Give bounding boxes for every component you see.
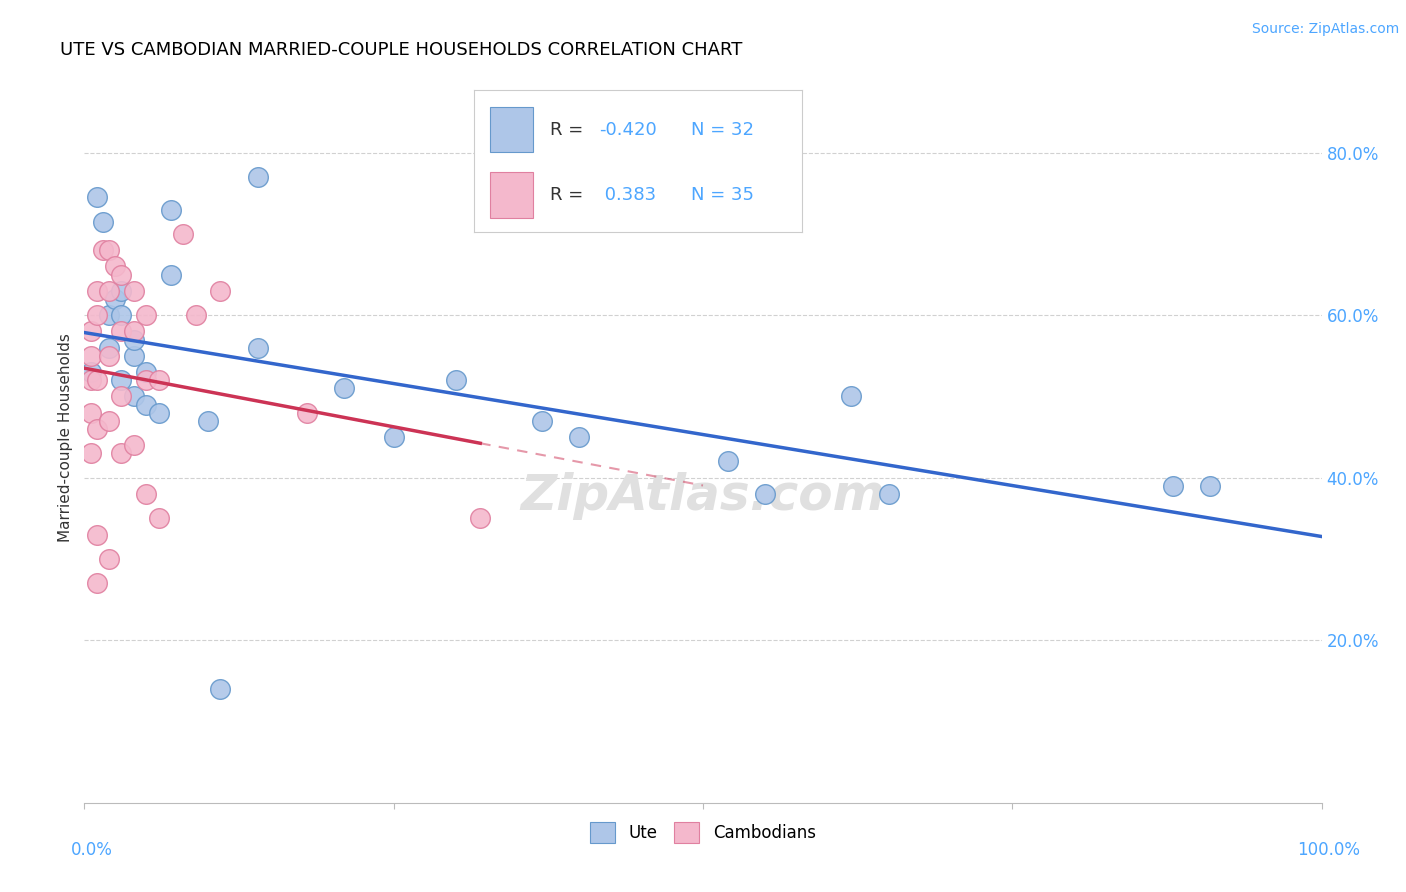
Point: [568, 430, 591, 444]
Point: [148, 511, 170, 525]
Point: [98, 308, 121, 322]
Point: [1199, 479, 1222, 493]
Point: [79, 446, 101, 460]
Point: [91, 215, 114, 229]
Point: [135, 365, 157, 379]
Point: [382, 430, 405, 444]
Point: [79, 325, 101, 339]
Point: [104, 292, 127, 306]
Point: [135, 373, 157, 387]
Point: [877, 487, 900, 501]
Point: [122, 389, 145, 403]
Point: [122, 325, 145, 339]
Point: [110, 389, 132, 403]
Point: [172, 227, 194, 241]
Point: [86, 190, 108, 204]
Y-axis label: Married-couple Households: Married-couple Households: [58, 333, 73, 541]
Point: [98, 284, 121, 298]
Text: 100.0%: 100.0%: [1298, 840, 1360, 858]
Point: [246, 169, 269, 184]
Point: [98, 341, 121, 355]
Point: [110, 373, 132, 387]
Point: [110, 268, 132, 282]
Point: [470, 511, 492, 525]
Point: [79, 349, 101, 363]
Text: UTE VS CAMBODIAN MARRIED-COUPLE HOUSEHOLDS CORRELATION CHART: UTE VS CAMBODIAN MARRIED-COUPLE HOUSEHOL…: [59, 41, 742, 59]
Point: [160, 202, 183, 217]
Point: [110, 284, 132, 298]
Point: [98, 243, 121, 257]
Point: [333, 381, 356, 395]
Point: [86, 373, 108, 387]
Point: [79, 365, 101, 379]
Point: [122, 284, 145, 298]
Point: [135, 398, 157, 412]
Point: [754, 487, 776, 501]
Point: [295, 406, 318, 420]
Point: [110, 308, 132, 322]
Point: [79, 406, 101, 420]
Point: [184, 308, 207, 322]
Point: [1161, 479, 1184, 493]
Point: [122, 438, 145, 452]
Point: [86, 284, 108, 298]
Point: [86, 576, 108, 591]
Point: [110, 446, 132, 460]
Point: [91, 243, 114, 257]
Point: [841, 389, 863, 403]
Point: [717, 454, 740, 468]
Point: [160, 268, 183, 282]
Point: [197, 414, 219, 428]
Point: [98, 349, 121, 363]
Legend: Ute, Cambodians: Ute, Cambodians: [583, 815, 823, 849]
Text: 0.0%: 0.0%: [70, 840, 112, 858]
Point: [209, 681, 232, 696]
Point: [79, 373, 101, 387]
Point: [148, 373, 170, 387]
Point: [122, 333, 145, 347]
Point: [135, 487, 157, 501]
Point: [246, 341, 269, 355]
Point: [86, 527, 108, 541]
Point: [122, 349, 145, 363]
Text: Source: ZipAtlas.com: Source: ZipAtlas.com: [1251, 22, 1399, 37]
Point: [104, 260, 127, 274]
Point: [444, 373, 467, 387]
Point: [86, 422, 108, 436]
Point: [209, 284, 232, 298]
Point: [148, 406, 170, 420]
Point: [135, 308, 157, 322]
Point: [110, 325, 132, 339]
Text: ZipAtlas.com: ZipAtlas.com: [520, 472, 886, 520]
Point: [98, 414, 121, 428]
Point: [86, 308, 108, 322]
Point: [98, 552, 121, 566]
Point: [531, 414, 554, 428]
